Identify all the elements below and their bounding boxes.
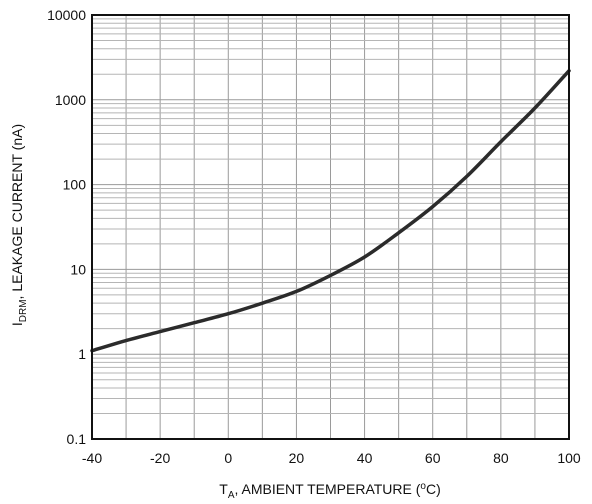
y-tick-label: 1000 [55,92,86,108]
x-tick-label: -20 [150,450,170,466]
y-axis-title-subscript: DRM [18,299,29,322]
data-line-layer [90,69,571,353]
x-tick-label: 80 [493,450,509,466]
x-tick-label: 40 [357,450,373,466]
x-tick-label: 60 [425,450,441,466]
y-tick-labels: 0.1 1 10 100 1000 10000 [47,7,86,447]
y-tick-label: 10000 [47,7,86,23]
y-tick-label: 0.1 [67,431,87,447]
leakage-current-line [90,69,571,353]
y-axis-title: IDRM, LEAKAGE CURRENT (nA) [9,124,29,326]
x-tick-labels: -40 -20 0 20 40 60 80 100 [82,450,581,466]
y-tick-label: 10 [70,261,86,277]
x-tick-label: 100 [557,450,581,466]
x-tick-label: 0 [224,450,232,466]
y-tick-label: 100 [63,177,87,193]
x-axis-title-subscript: A [228,490,235,501]
y-tick-label: 1 [78,346,86,362]
x-axis-title-superscript: o [420,481,426,492]
x-axis-title: TA, AMBIENT TEMPERATURE (oC) [219,481,441,501]
grid-lines [92,15,569,439]
x-tick-label: 20 [289,450,305,466]
plot-frame [91,14,570,440]
x-tick-label: -40 [82,450,102,466]
